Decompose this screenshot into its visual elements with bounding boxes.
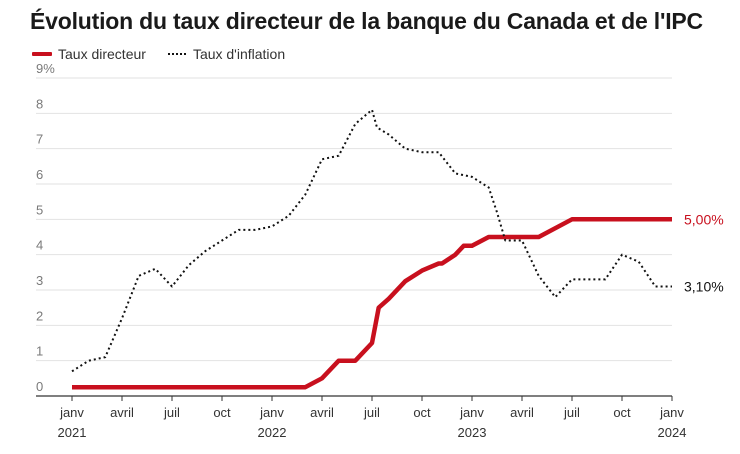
x-tick-label: avril [310, 405, 334, 420]
x-tick-label: janv [259, 405, 284, 420]
x-tick-year: 2024 [658, 425, 687, 440]
x-tick-label: juil [563, 405, 580, 420]
chart-title: Évolution du taux directeur de la banque… [30, 8, 703, 34]
legend-item-taux-directeur: Taux directeur [32, 46, 146, 62]
series-line-taux-inflation [71, 108, 672, 373]
chart-legend: Taux directeur Taux d'inflation [32, 46, 307, 62]
legend-label-taux-directeur: Taux directeur [58, 46, 146, 62]
x-tick-year: 2021 [58, 425, 87, 440]
end-label-taux-inflation: 3,10% [684, 278, 724, 294]
chart-series [71, 108, 672, 390]
end-labels: 5,00% 3,10% [684, 211, 724, 294]
legend-item-taux-inflation: Taux d'inflation [167, 46, 286, 62]
y-axis: 0 1 2 3 4 5 6 7 8 9% [36, 61, 55, 394]
x-tick-label: avril [110, 405, 134, 420]
y-tick-label: 8 [36, 96, 43, 111]
legend-swatch-taux-directeur [32, 52, 52, 56]
x-tick-label: juil [363, 405, 380, 420]
y-tick-label: 0 [36, 379, 43, 394]
y-tick-label: 4 [36, 238, 43, 253]
x-tick-label: avril [510, 405, 534, 420]
legend-label-taux-inflation: Taux d'inflation [192, 46, 286, 62]
x-tick-label: oct [413, 405, 431, 420]
x-tick-year: 2022 [258, 425, 287, 440]
series-line-taux-directeur [72, 217, 672, 390]
x-tick-label: oct [613, 405, 631, 420]
y-tick-label: 6 [36, 167, 43, 182]
x-tick-label: janv [659, 405, 684, 420]
y-tick-label: 7 [36, 132, 43, 147]
chart-grid [36, 77, 672, 397]
x-tick-year: 2023 [458, 425, 487, 440]
y-tick-label: 5 [36, 202, 43, 217]
x-tick-label: janv [59, 405, 84, 420]
legend-swatch-taux-inflation [167, 53, 186, 55]
x-axis: janv 2021 avril juil oct janv 2022 avril juil oct… [58, 396, 687, 440]
x-tick-label: juil [163, 405, 180, 420]
end-label-taux-directeur: 5,00% [684, 211, 724, 227]
x-tick-label: janv [459, 405, 484, 420]
y-tick-label: 9% [36, 61, 55, 76]
x-tick-label: oct [213, 405, 231, 420]
y-tick-label: 2 [36, 308, 43, 323]
y-tick-label: 1 [36, 344, 43, 359]
y-tick-label: 3 [36, 273, 43, 288]
